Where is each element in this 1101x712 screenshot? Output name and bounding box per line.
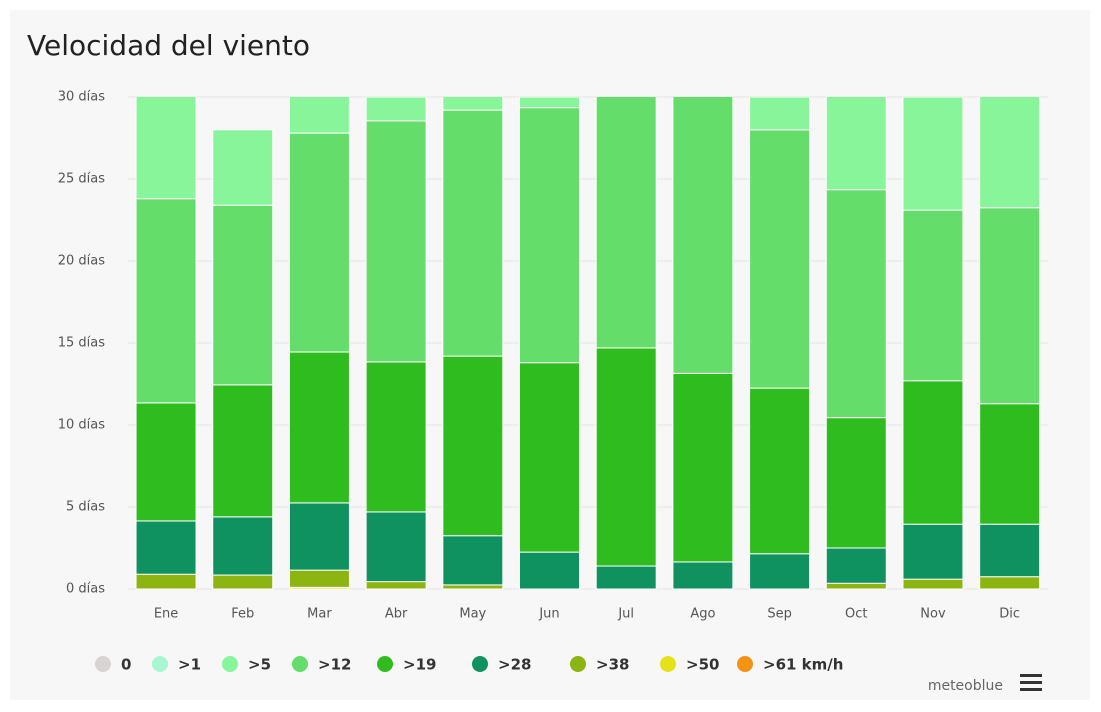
bar-segment [749, 129, 811, 389]
x-tick-label: Ago [690, 607, 715, 622]
bar-segment [442, 355, 504, 537]
bar-segment [749, 97, 811, 131]
legend-swatch [222, 656, 238, 672]
bar-segment [519, 107, 581, 364]
bar-segment [672, 561, 734, 590]
bars [135, 97, 1041, 590]
bar-segment [519, 97, 581, 109]
bar-segment [288, 351, 350, 504]
bar-segment [288, 132, 350, 353]
bar-segment [979, 403, 1041, 525]
bar-segment [212, 204, 274, 386]
bar-segment [519, 362, 581, 553]
bar-segment [365, 581, 427, 590]
bar-segment [442, 535, 504, 586]
bar-segment [979, 207, 1041, 405]
bar-segment [135, 520, 197, 575]
y-tick-label: 10 días [58, 418, 106, 433]
bar-segment [288, 502, 350, 571]
x-tick-label: Dic [999, 607, 1020, 622]
legend-label: 0 [121, 656, 131, 674]
bar-segment [595, 565, 657, 590]
bar-segment [749, 553, 811, 590]
bar-segment [902, 578, 964, 590]
bar-segment [979, 576, 1041, 590]
bar-segment [825, 417, 887, 549]
legend-swatch [152, 656, 168, 672]
legend-swatch [472, 656, 488, 672]
legend-label: >19 [403, 656, 436, 674]
x-tick-label: Feb [231, 607, 254, 622]
bar-segment [135, 402, 197, 522]
bar-segment [135, 198, 197, 404]
bar-segment [672, 97, 734, 374]
bar-segment [979, 523, 1041, 578]
bar-segment [442, 97, 504, 111]
bar-segment [442, 584, 504, 590]
bar-segment [902, 209, 964, 382]
y-tick-label: 0 días [66, 582, 105, 597]
menu-button[interactable] [1020, 674, 1042, 691]
bar-segment [288, 569, 350, 588]
legend-label: >12 [318, 656, 351, 674]
x-tick-label: Sep [767, 607, 792, 622]
x-tick-label: Abr [385, 607, 408, 622]
bar-segment [672, 372, 734, 563]
legend-swatch [95, 656, 111, 672]
y-tick-label: 20 días [58, 254, 106, 269]
bar-segment [749, 387, 811, 555]
bar-segment [595, 97, 657, 349]
bar-segment [135, 573, 197, 590]
x-tick-label: Mar [307, 607, 332, 622]
legend-swatch [377, 656, 393, 672]
bar-segment [135, 97, 197, 200]
x-tick-label: Jun [538, 607, 559, 622]
bar-segment [212, 384, 274, 518]
bar-segment [825, 547, 887, 584]
bar-segment [442, 109, 504, 357]
x-tick-label: May [459, 607, 486, 622]
legend-swatch [292, 656, 308, 672]
chart-title: Velocidad del viento [27, 29, 310, 62]
legend-label: >5 [248, 656, 271, 674]
bar-segment [825, 189, 887, 419]
legend-label: >28 [498, 656, 531, 674]
bar-segment [365, 361, 427, 513]
legend-label: >1 [178, 656, 201, 674]
legend-swatch [737, 656, 753, 672]
legend-swatch [570, 656, 586, 672]
y-tick-label: 30 días [58, 90, 106, 105]
y-tick-label: 15 días [58, 336, 106, 351]
bar-segment [825, 582, 887, 590]
bar-segment [288, 97, 350, 134]
bar-segment [212, 129, 274, 206]
bar-segment [365, 511, 427, 583]
y-tick-label: 5 días [66, 500, 105, 515]
y-tick-label: 25 días [58, 172, 106, 187]
bar-segment [902, 523, 964, 580]
x-tick-label: Oct [845, 607, 867, 622]
bar-segment [825, 97, 887, 191]
legend-label: >38 [596, 656, 629, 674]
credit: meteoblue [928, 678, 1003, 694]
bar-segment [595, 347, 657, 567]
bar-segment [979, 97, 1041, 209]
legend-label: >61 km/h [763, 656, 843, 674]
bar-segment [519, 551, 581, 590]
legend-swatch [660, 656, 676, 672]
x-tick-label: Nov [920, 607, 946, 622]
bar-segment [365, 120, 427, 363]
x-tick-label: Ene [154, 607, 178, 622]
bar-segment [365, 97, 427, 122]
bar-segment [212, 516, 274, 576]
bar-segment [902, 380, 964, 525]
bar-segment [902, 97, 964, 211]
bar-segment [212, 574, 274, 590]
legend-label: >50 [686, 656, 719, 674]
x-tick-label: Jul [617, 607, 634, 622]
